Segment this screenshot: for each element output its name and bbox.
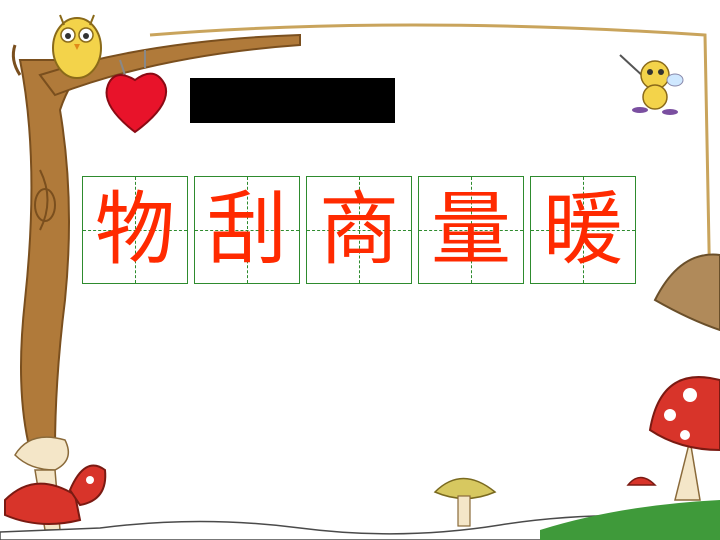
owl-icon — [52, 14, 102, 79]
mushroom-icon — [626, 253, 720, 501]
heart-icon — [105, 50, 168, 134]
frame-border — [149, 23, 712, 301]
character-glyph: 商 — [319, 183, 399, 276]
grass-patch — [540, 500, 720, 540]
character-grid: 物 刮 商 量 暖 — [82, 176, 638, 286]
character-cell: 暖 — [530, 176, 636, 284]
mushroom-icon — [433, 477, 497, 527]
title-block — [190, 78, 395, 123]
character-glyph: 刮 — [207, 183, 287, 276]
character-glyph: 量 — [431, 183, 511, 276]
character-cell: 刮 — [194, 176, 300, 284]
mushroom-icon — [4, 436, 107, 531]
character-cell: 量 — [418, 176, 524, 284]
character-cell: 商 — [306, 176, 412, 284]
character-cell: 物 — [82, 176, 188, 284]
character-glyph: 暖 — [543, 183, 623, 276]
character-glyph: 物 — [95, 183, 175, 276]
cartoon-bee-icon — [619, 54, 684, 115]
